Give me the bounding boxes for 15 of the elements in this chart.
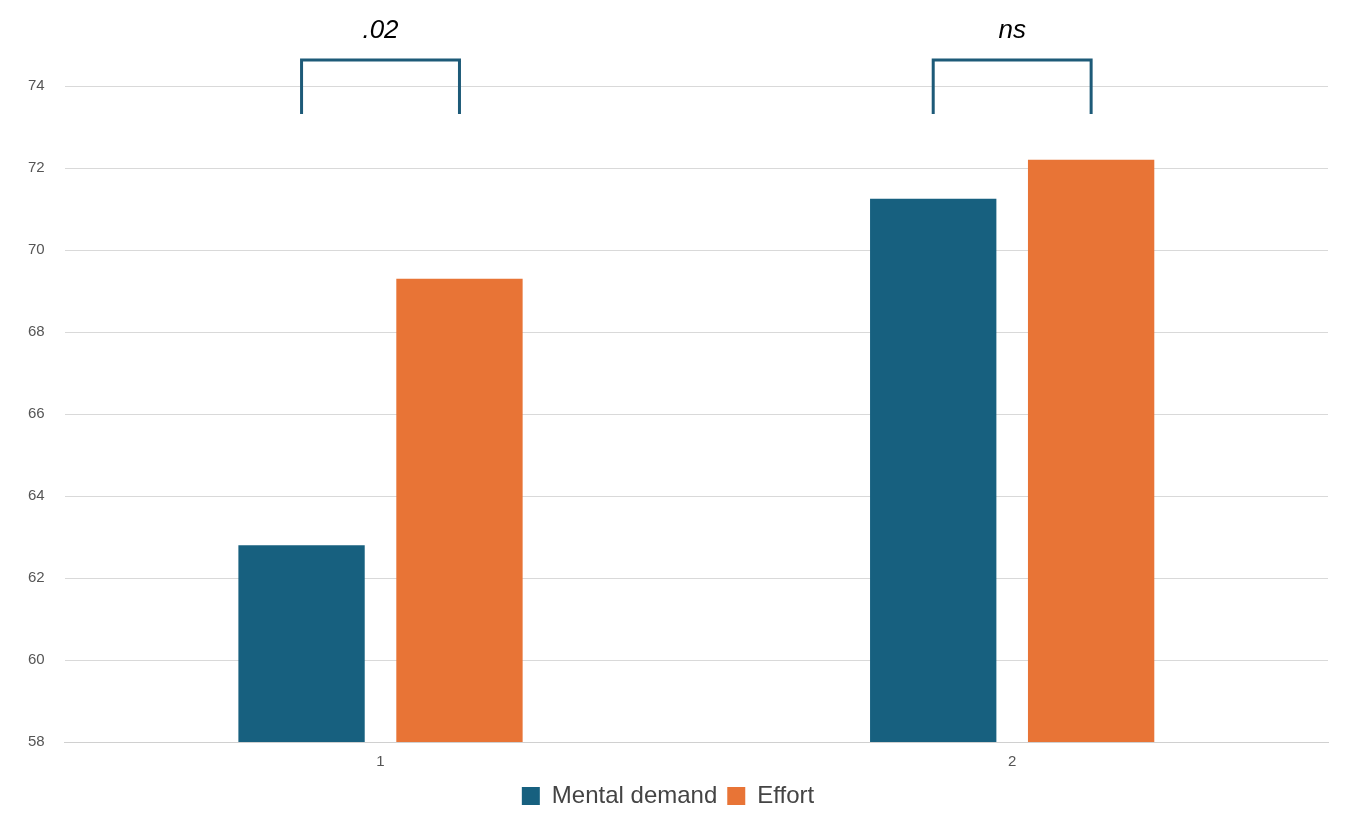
text: .02 <box>362 14 400 44</box>
x-tick-label: 2 <box>1008 752 1017 770</box>
y-tick-label: 66 <box>28 404 45 422</box>
y-tick-label: 68 <box>28 322 45 340</box>
y-tick-label: 58 <box>28 732 45 750</box>
legend-label: Mental demand <box>551 780 718 808</box>
y-tick-label: 70 <box>28 240 45 258</box>
legend-label: Effort <box>757 780 815 808</box>
y-tick-label: 60 <box>28 650 45 668</box>
y-tick-label: 62 <box>28 568 45 586</box>
y-tick-label: 74 <box>28 76 45 94</box>
x-tick-label: 1 <box>376 752 385 770</box>
text: ns <box>998 14 1026 44</box>
y-tick-label: 72 <box>28 158 45 176</box>
y-tick-label: 64 <box>28 486 45 504</box>
